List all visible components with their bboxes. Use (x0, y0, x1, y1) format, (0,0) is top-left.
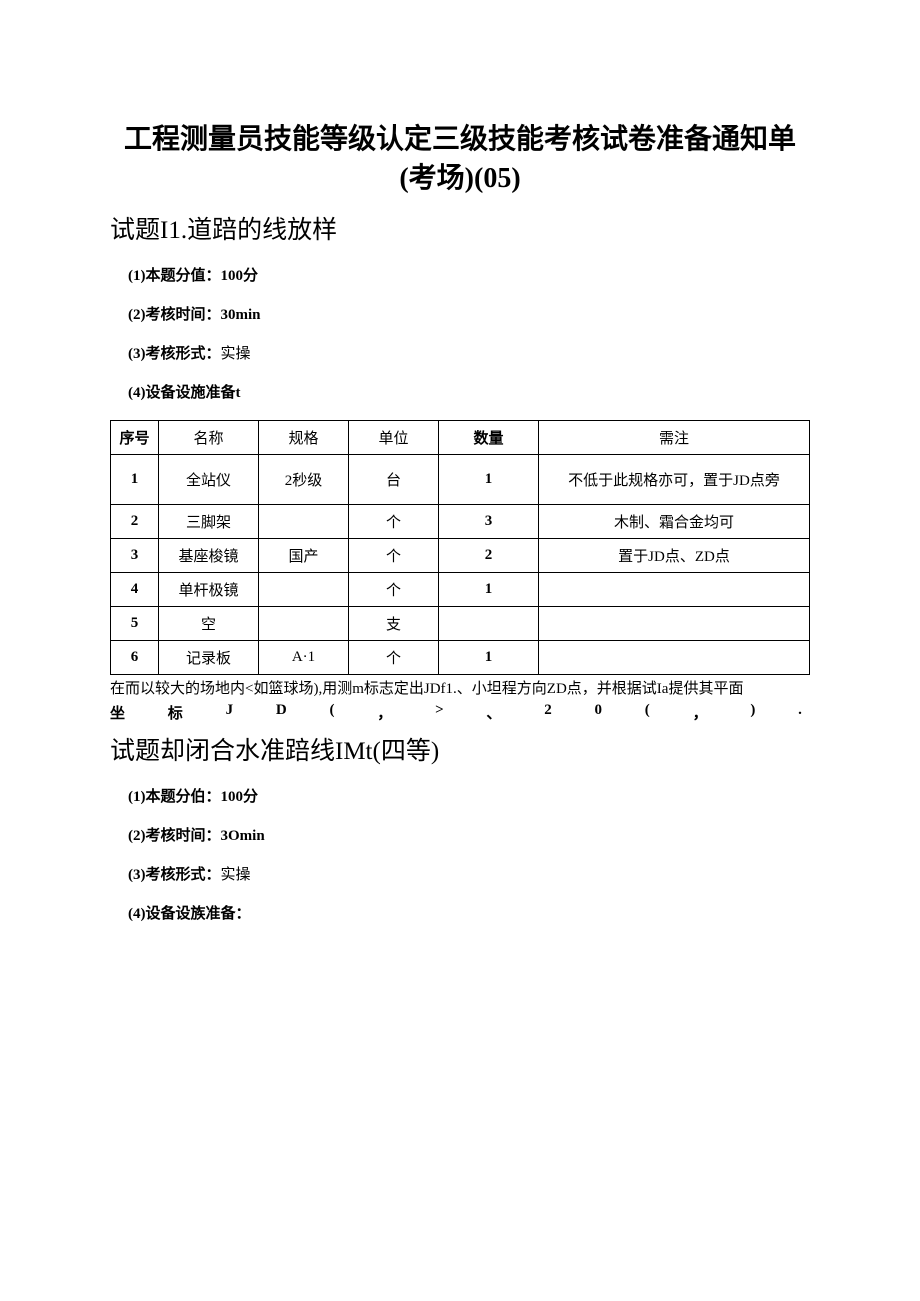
table-cell-2-1: 基座梭镜 (159, 539, 259, 573)
spaced-char-1: 标 (168, 702, 183, 723)
table-cell-1-3: 个 (349, 505, 439, 539)
section2-item-1: (2)考核时间：3Omin (128, 824, 810, 845)
table-cell-5-0: 6 (111, 641, 159, 675)
table-cell-4-5 (539, 607, 810, 641)
table-cell-2-4: 2 (439, 539, 539, 573)
spaced-char-2: J (226, 702, 234, 723)
section2-item-3-label: (4)设备设族准备： (128, 906, 251, 922)
section1-item-0-label: (1)本题分值： (128, 268, 221, 284)
section2-item-0-label: (1)本题分伯： (128, 789, 221, 805)
spaced-char-12: ) (750, 702, 755, 723)
table-cell-0-1: 全站仪 (159, 455, 259, 505)
table-row: 4单杆极镜 个1 (111, 573, 810, 607)
spaced-coordinate-line: 坐 标 J D ( ， > 、 2 0 ( ，). (110, 702, 810, 723)
table-cell-1-2 (259, 505, 349, 539)
section1-item-1-label: (2)考核时间： (128, 307, 221, 323)
section1-item-0-value: 100分 (221, 268, 259, 284)
table-header-4: 数量 (439, 421, 539, 455)
spaced-char-13: . (798, 702, 802, 723)
table-cell-1-1: 三脚架 (159, 505, 259, 539)
section1-item-3: (4)设备设施准备t (128, 381, 810, 402)
table-cell-1-4: 3 (439, 505, 539, 539)
section1-heading: 试题I1.道踣的线放样 (110, 210, 810, 246)
spaced-char-0: 坐 (110, 702, 125, 723)
table-cell-2-5: 置于JD点、ZD点 (539, 539, 810, 573)
section1-item-0: (1)本题分值：100分 (128, 264, 810, 285)
table-cell-3-1: 单杆极镜 (159, 573, 259, 607)
table-cell-2-0: 3 (111, 539, 159, 573)
spaced-char-6: > (435, 702, 444, 723)
table-header-1: 名称 (159, 421, 259, 455)
table-cell-0-5: 不低于此规格亦可，置于JD点旁 (539, 455, 810, 505)
note-paragraph: 在而以较大的场地内<如篮球场),用测m标志定出JDf1.、小坦程方向ZD点，并根… (110, 679, 810, 699)
table-cell-1-0: 2 (111, 505, 159, 539)
table-header-3: 单位 (349, 421, 439, 455)
table-cell-3-4: 1 (439, 573, 539, 607)
table-cell-0-0: 1 (111, 455, 159, 505)
section1-item-3-label: (4)设备设施准备t (128, 385, 241, 401)
section1-item-1: (2)考核时间：30min (128, 303, 810, 324)
spaced-char-11: ， (693, 702, 708, 723)
section2-item-0-value: 100分 (221, 789, 259, 805)
spaced-char-4: ( (330, 702, 335, 723)
section2-heading: 试题却闭合水准踣线IMt(四等) (110, 731, 810, 767)
table-cell-5-5 (539, 641, 810, 675)
spaced-char-7: 、 (486, 702, 501, 723)
table-header-0: 序号 (111, 421, 159, 455)
table-cell-0-4: 1 (439, 455, 539, 505)
table-cell-1-5: 木制、霜合金均可 (539, 505, 810, 539)
table-cell-3-3: 个 (349, 573, 439, 607)
main-title: 工程测量员技能等级认定三级技能考核试卷准备通知单(考场)(05) (110, 120, 810, 198)
section2-item-2-label: (3)考核形式： (128, 867, 221, 883)
table-cell-4-4 (439, 607, 539, 641)
table-cell-5-1: 记录板 (159, 641, 259, 675)
section2-item-3: (4)设备设族准备： (128, 902, 810, 923)
table-cell-4-3: 支 (349, 607, 439, 641)
spaced-char-9: 0 (595, 702, 603, 723)
table-cell-5-4: 1 (439, 641, 539, 675)
spaced-char-10: ( (645, 702, 650, 723)
equipment-table: 序号名称规格单位数量需注 1全站仪2秒级台1不低于此规格亦可，置于JD点旁2三脚… (110, 420, 810, 675)
table-header-5: 需注 (539, 421, 810, 455)
table-cell-3-5 (539, 573, 810, 607)
section2-item-2-value: 实操 (221, 867, 251, 883)
table-cell-2-2: 国产 (259, 539, 349, 573)
table-cell-4-0: 5 (111, 607, 159, 641)
section2-item-2: (3)考核形式：实操 (128, 863, 810, 884)
section1-item-1-value: 30min (221, 307, 261, 323)
table-row: 5空 支 (111, 607, 810, 641)
table-cell-2-3: 个 (349, 539, 439, 573)
section2-item-0: (1)本题分伯：100分 (128, 785, 810, 806)
table-row: 1全站仪2秒级台1不低于此规格亦可，置于JD点旁 (111, 455, 810, 505)
section1-item-2: (3)考核形式：实操 (128, 342, 810, 363)
table-row: 6记录板A·1个1 (111, 641, 810, 675)
spaced-char-5: ， (377, 702, 392, 723)
table-cell-5-2: A·1 (259, 641, 349, 675)
table-cell-4-1: 空 (159, 607, 259, 641)
table-cell-0-3: 台 (349, 455, 439, 505)
table-cell-5-3: 个 (349, 641, 439, 675)
spaced-char-8: 2 (544, 702, 552, 723)
table-header-2: 规格 (259, 421, 349, 455)
section1-item-2-label: (3)考核形式： (128, 346, 221, 362)
table-row: 3基座梭镜国产个2置于JD点、ZD点 (111, 539, 810, 573)
section1-item-2-value: 实操 (221, 346, 251, 362)
table-cell-3-0: 4 (111, 573, 159, 607)
table-cell-0-2: 2秒级 (259, 455, 349, 505)
table-cell-4-2 (259, 607, 349, 641)
section2-item-1-label: (2)考核时间： (128, 828, 221, 844)
table-row: 2三脚架 个3木制、霜合金均可 (111, 505, 810, 539)
spaced-char-3: D (276, 702, 287, 723)
section2-item-1-value: 3Omin (221, 828, 265, 844)
table-cell-3-2 (259, 573, 349, 607)
